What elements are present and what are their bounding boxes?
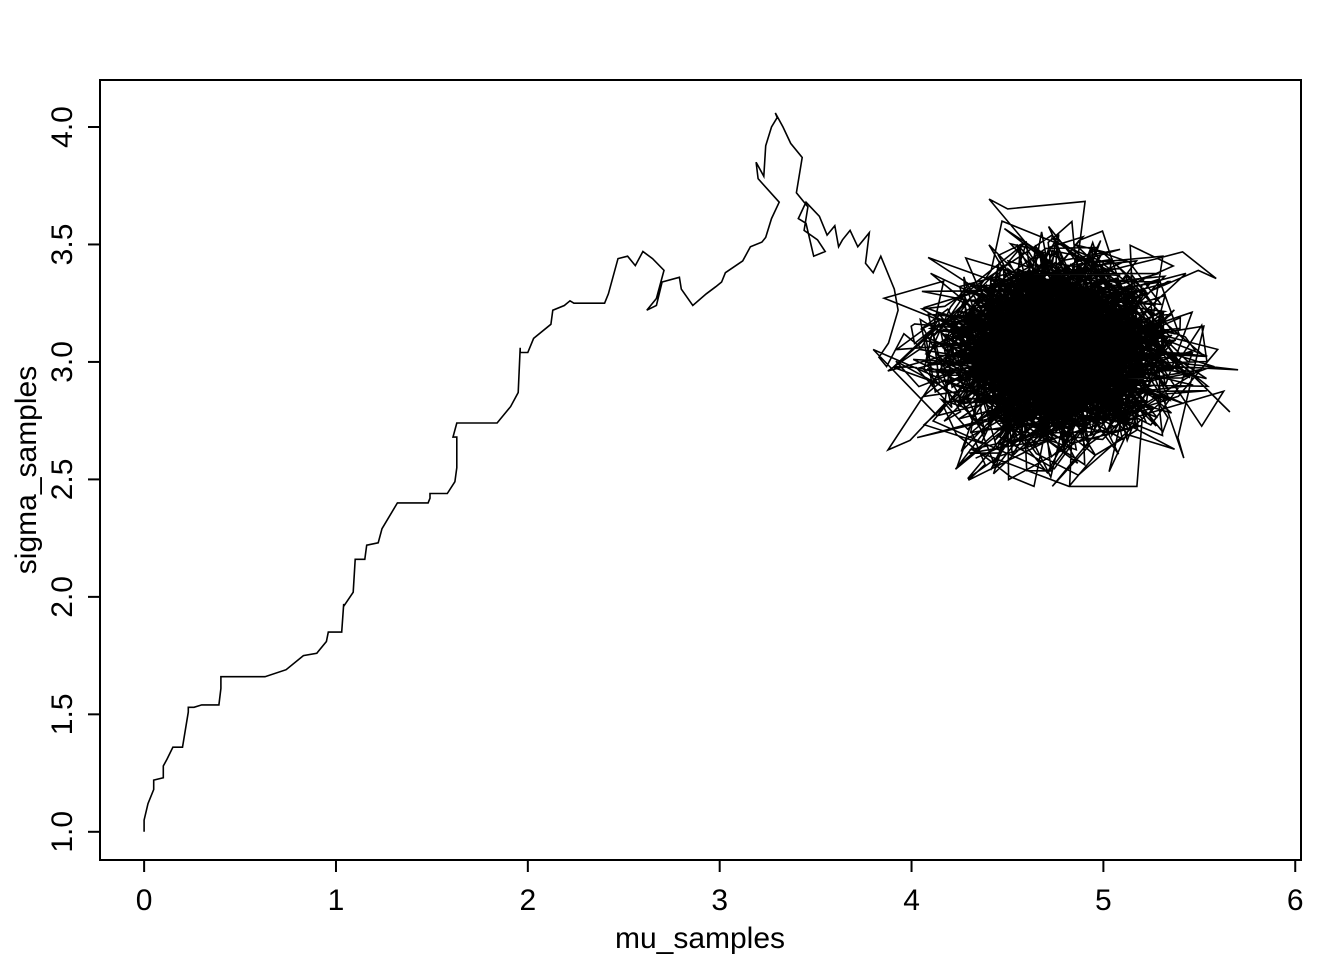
x-tick-label: 0 (136, 884, 153, 917)
series-line (143, 112, 1239, 832)
plot-frame (99, 79, 1302, 861)
x-tick-label: 2 (519, 884, 536, 917)
sample-path (143, 112, 1239, 832)
y-tick-label: 4.0 (46, 106, 79, 148)
x-tick-label: 4 (903, 884, 920, 917)
x-axis-label: mu_samples (615, 922, 785, 955)
x-tick-label: 1 (328, 884, 345, 917)
y-axis: 1.0 1.5 2.0 2.5 3.0 3.5 4.0 (46, 106, 100, 853)
y-axis-label: sigma_samples (10, 366, 43, 574)
y-tick-label: 1.5 (46, 693, 79, 735)
x-tick-label: 6 (1287, 884, 1304, 917)
y-tick-label: 3.0 (46, 341, 79, 383)
y-tick-label: 2.0 (46, 576, 79, 618)
x-tick-label: 5 (1095, 884, 1112, 917)
y-tick-label: 1.0 (46, 811, 79, 853)
x-tick-label: 3 (711, 884, 728, 917)
y-tick-label: 3.5 (46, 224, 79, 266)
y-tick-label: 2.5 (46, 459, 79, 501)
x-axis: 0 1 2 3 4 5 6 (136, 860, 1304, 917)
